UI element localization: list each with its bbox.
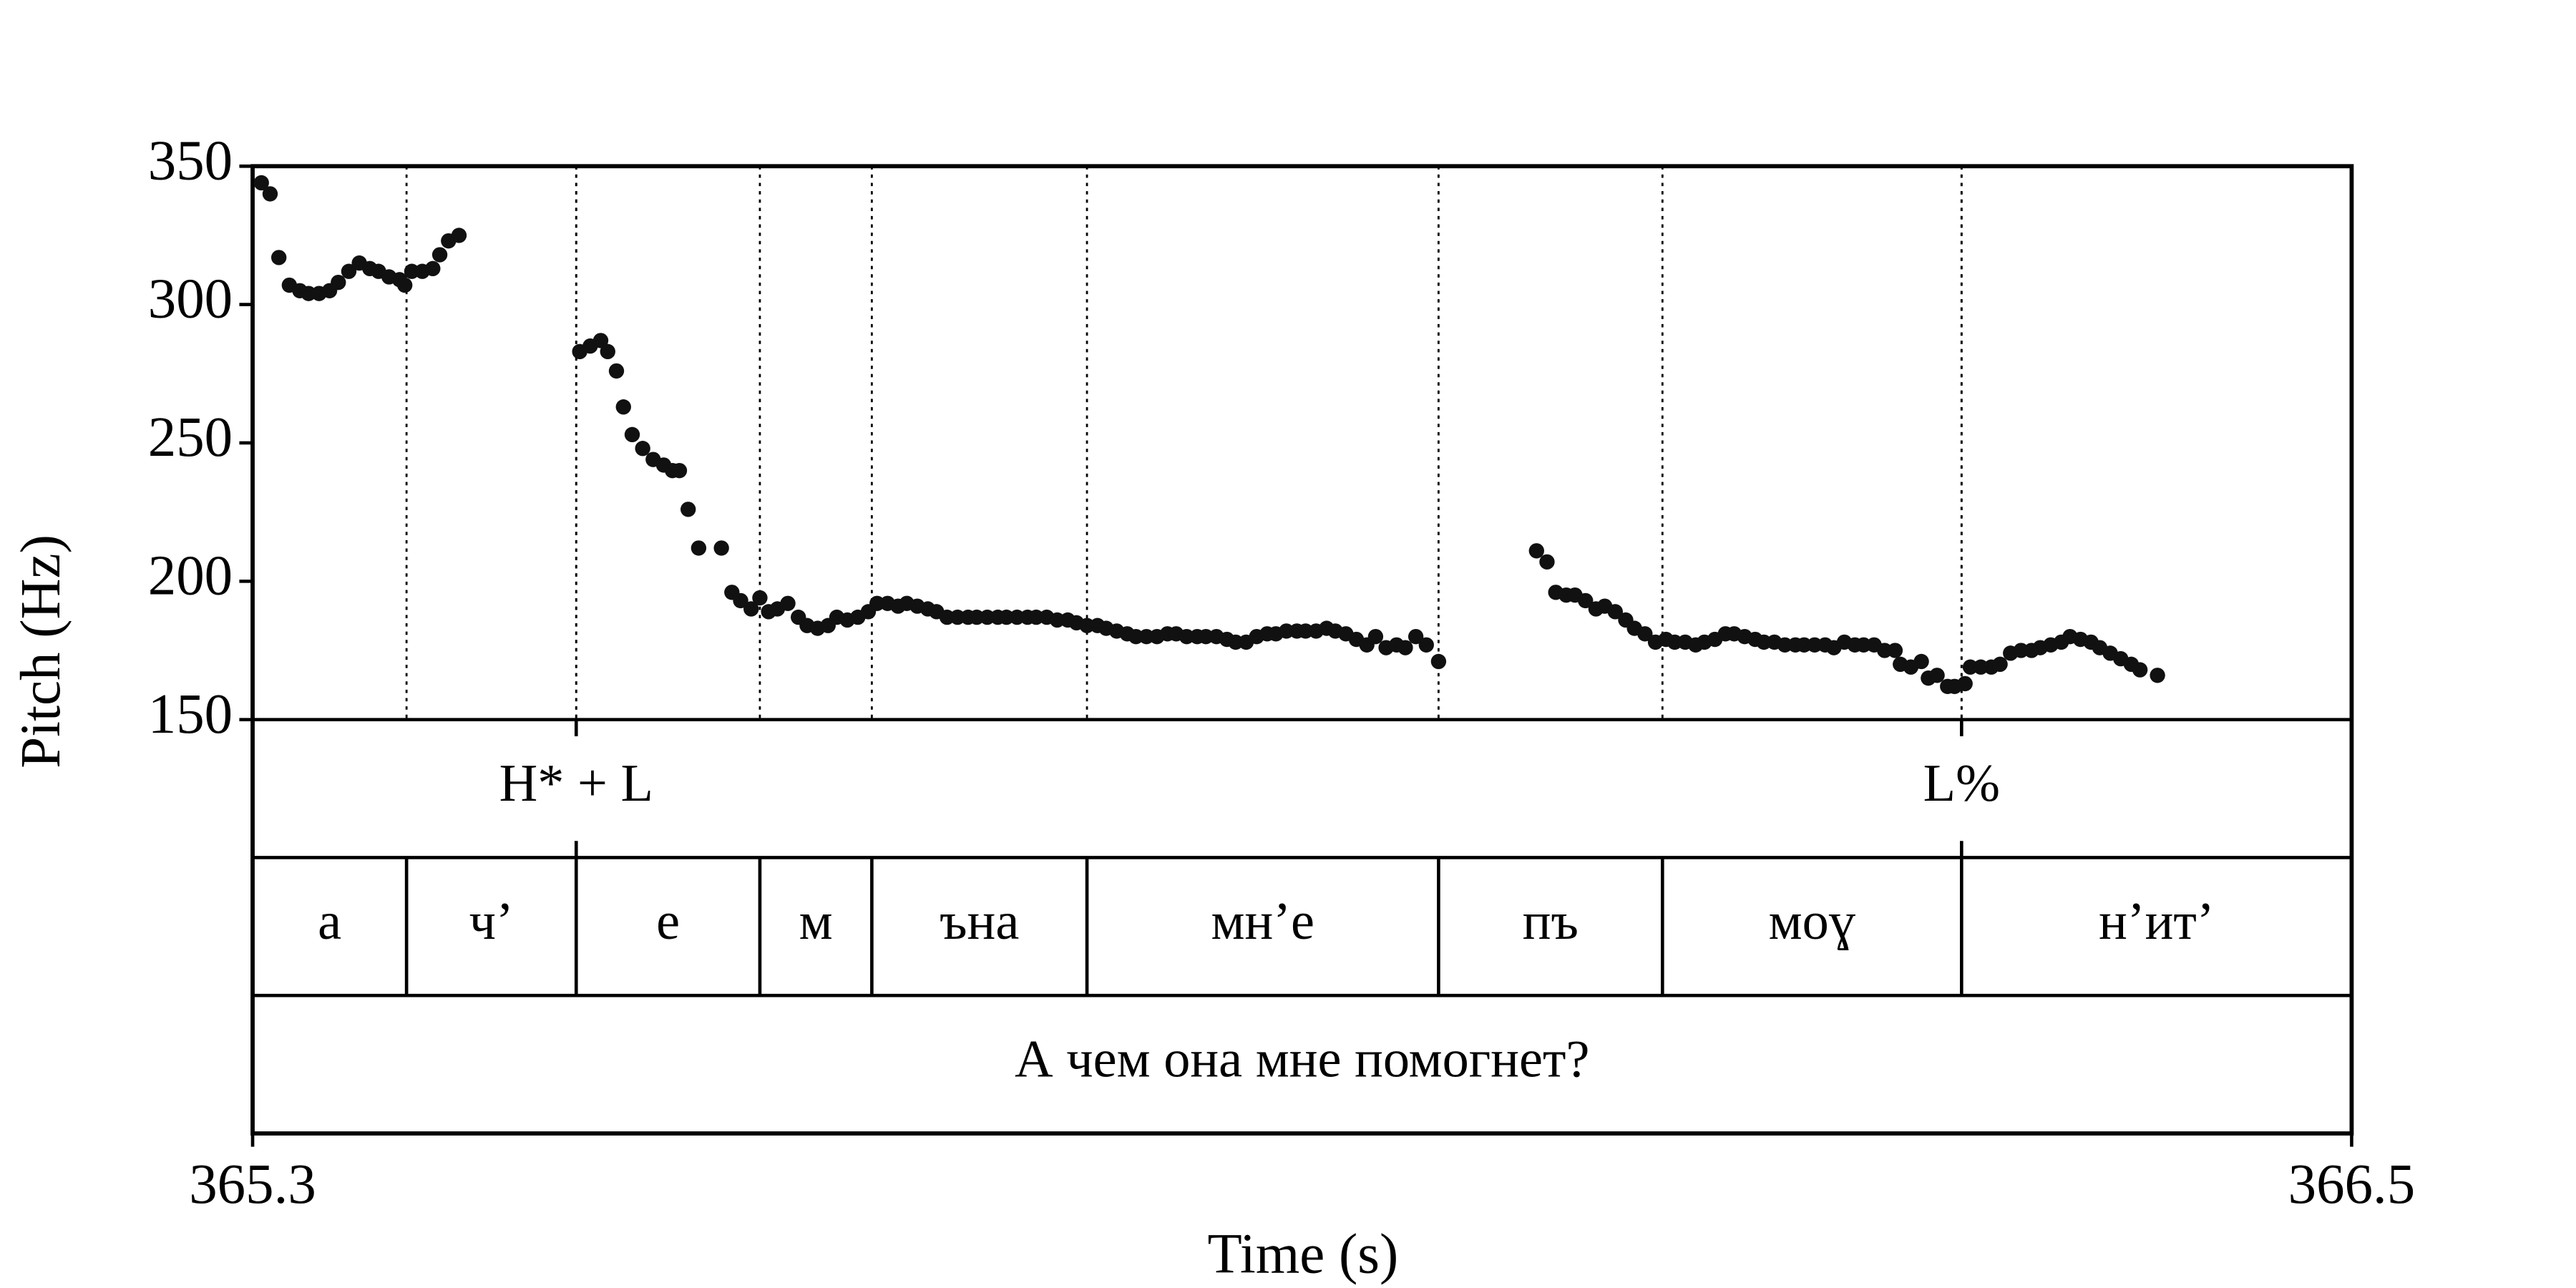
pitch-point [431, 247, 448, 263]
pitch-point [713, 540, 729, 556]
pitch-point [451, 228, 467, 243]
pitch-point [608, 363, 625, 379]
pitch-point [1929, 668, 1945, 683]
pitch-point [262, 186, 278, 202]
pitch-point [780, 595, 796, 611]
pitch-point [1128, 628, 1144, 645]
pitch-point [1957, 675, 1973, 692]
pitch-point [635, 441, 650, 457]
pitch-point [2132, 662, 2148, 678]
pitch-point [1079, 618, 1095, 633]
point-label: H* + L [499, 754, 653, 813]
pitch-point [397, 277, 413, 293]
interval-label: пъ [1523, 892, 1579, 951]
pitch-point [1528, 543, 1544, 559]
pitch-point [1578, 592, 1594, 609]
y-tick-label: 150 [148, 683, 233, 746]
interval-label: м [799, 892, 833, 951]
pitch-point [331, 274, 346, 291]
pitch-point [1777, 637, 1793, 653]
pitch-point [998, 609, 1015, 625]
interval-label: е [656, 892, 680, 951]
pitch-point [253, 175, 269, 191]
pitch-point [1973, 659, 1989, 675]
pitch-point [1430, 653, 1447, 670]
pitch-point [743, 601, 759, 617]
interval-label: моɣ [1769, 892, 1856, 951]
pitch-point [1009, 609, 1025, 625]
pitch-point [592, 333, 609, 348]
pitch-point [980, 609, 995, 625]
pitch-point [733, 592, 748, 609]
pitch-point [1607, 604, 1623, 620]
pitch-point [2013, 643, 2029, 658]
pitch-point [1228, 634, 1244, 650]
pitch-point [1397, 640, 1413, 655]
pitch-point [1962, 659, 1979, 675]
point-label: L% [1923, 754, 2000, 813]
plot-frame [250, 164, 2354, 1136]
y-tick-label: 300 [148, 268, 233, 331]
pitch-point [1198, 628, 1214, 645]
interval-label: А чем она мне помогнет? [1015, 1030, 1589, 1089]
pitch-point [600, 343, 615, 360]
pitch-point [1179, 628, 1195, 645]
pitch-point [2150, 668, 2165, 683]
interval-label: ъна [940, 892, 1019, 951]
pitch-point [950, 609, 965, 625]
pitch-point [425, 260, 441, 277]
interval-label: а [318, 892, 341, 951]
pitch-point [1796, 637, 1813, 653]
pitch-point [1992, 656, 2008, 673]
pitch-point [939, 609, 955, 625]
interval-label: мн’е [1211, 892, 1314, 951]
pitch-point [1367, 628, 1384, 645]
pitch-point [680, 502, 696, 517]
y-tick-label: 250 [148, 406, 233, 469]
pitch-point [1667, 634, 1683, 650]
pitch-point [1028, 609, 1044, 625]
pitch-point [301, 286, 316, 301]
pitch-point [615, 399, 631, 415]
pitch-point [1138, 628, 1154, 645]
pitch-point [1855, 637, 1872, 653]
pitch-point [1887, 643, 1903, 658]
y-tick-label: 200 [148, 545, 233, 607]
pitch-point [1877, 643, 1893, 658]
interval-label: ч’ [469, 892, 514, 951]
pitch-point [1539, 554, 1555, 570]
pitch-point [1279, 623, 1294, 639]
pitch-point [1913, 653, 1929, 670]
y-tick-label: 350 [148, 130, 233, 192]
pitch-point [752, 590, 768, 606]
pitch-point [1407, 628, 1424, 645]
pitch-point [691, 540, 707, 556]
x-tick-label: 365.3 [189, 1153, 316, 1216]
pitch-point [671, 462, 688, 479]
pitch-point [1418, 637, 1434, 653]
pitch-point [969, 609, 985, 625]
x-axis-label: Time (s) [1207, 1224, 1398, 1286]
pitch-point [1297, 623, 1314, 639]
pitch-point [341, 263, 357, 279]
pitch-point [869, 595, 885, 611]
pitch-point [271, 250, 287, 265]
x-tick-label: 366.5 [2288, 1153, 2416, 1216]
interval-label: н’ит’ [2099, 892, 2215, 951]
pitch-point [1756, 634, 1772, 650]
pitch-point [624, 426, 640, 443]
pitch-point [1637, 626, 1653, 642]
pitch-point [404, 263, 420, 279]
pitch-point [1807, 637, 1823, 653]
y-axis-label: Pitch (Hz) [10, 535, 72, 769]
pitch-point [1049, 612, 1065, 628]
